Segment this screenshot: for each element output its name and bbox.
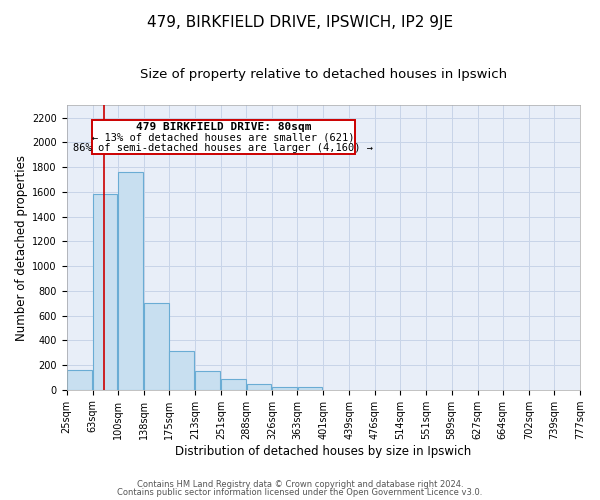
FancyBboxPatch shape: [92, 120, 355, 154]
X-axis label: Distribution of detached houses by size in Ipswich: Distribution of detached houses by size …: [175, 444, 472, 458]
Title: Size of property relative to detached houses in Ipswich: Size of property relative to detached ho…: [140, 68, 507, 80]
Bar: [272, 386, 297, 390]
Bar: [118, 172, 143, 390]
Bar: [93, 194, 118, 390]
Text: 86% of semi-detached houses are larger (4,160) →: 86% of semi-detached houses are larger (…: [73, 143, 373, 153]
Bar: [144, 303, 169, 390]
Text: 479, BIRKFIELD DRIVE, IPSWICH, IP2 9JE: 479, BIRKFIELD DRIVE, IPSWICH, IP2 9JE: [147, 15, 453, 30]
Bar: [221, 379, 246, 390]
Text: 479 BIRKFIELD DRIVE: 80sqm: 479 BIRKFIELD DRIVE: 80sqm: [136, 122, 311, 132]
Text: ← 13% of detached houses are smaller (621): ← 13% of detached houses are smaller (62…: [92, 132, 355, 142]
Bar: [67, 370, 92, 390]
Text: Contains HM Land Registry data © Crown copyright and database right 2024.: Contains HM Land Registry data © Crown c…: [137, 480, 463, 489]
Bar: [247, 384, 271, 390]
Bar: [169, 352, 194, 390]
Bar: [298, 387, 322, 390]
Text: Contains public sector information licensed under the Open Government Licence v3: Contains public sector information licen…: [118, 488, 482, 497]
Bar: [196, 370, 220, 390]
Y-axis label: Number of detached properties: Number of detached properties: [15, 154, 28, 340]
